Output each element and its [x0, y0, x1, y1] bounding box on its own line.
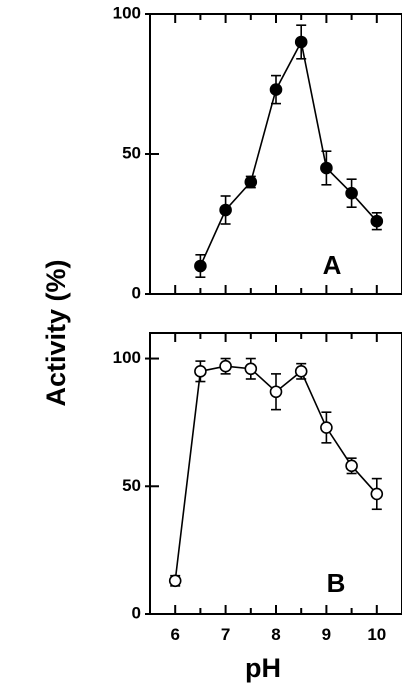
data-point [370, 214, 384, 228]
data-point [194, 259, 207, 273]
y-tick-label: 100 [113, 348, 141, 367]
y-axis-title: Activity (%) [41, 259, 71, 406]
data-point [168, 574, 182, 588]
data-point [320, 161, 333, 175]
data-point [269, 385, 283, 399]
data-point [269, 83, 283, 96]
panel-label: A [323, 250, 342, 280]
y-tick-label: 50 [122, 476, 141, 495]
series-line [199, 39, 378, 267]
panel-a: 0 50 100 A [113, 3, 402, 302]
x-tick-label: 6 [170, 625, 179, 644]
y-tick-label: 100 [113, 3, 141, 22]
panel-b: 0 50 100 6 7 8 9 10 B [113, 332, 402, 644]
data-point [345, 459, 358, 473]
data-point [219, 203, 232, 217]
y-tick-label: 50 [122, 143, 141, 162]
x-tick-label: 10 [367, 625, 386, 644]
x-tick-label: 9 [322, 625, 331, 644]
data-point [244, 362, 258, 376]
data-point [294, 365, 308, 378]
plot-frame [149, 13, 402, 295]
data-point [194, 365, 207, 378]
x-axis-title: pH [245, 653, 281, 683]
y-tick-label: 0 [132, 283, 141, 302]
data-point [370, 487, 384, 501]
x-tick-label: 7 [221, 625, 230, 644]
data-point [219, 359, 232, 373]
data-point [345, 186, 358, 200]
panel-label: B [327, 568, 346, 598]
data-point [294, 35, 308, 49]
data-point [244, 175, 258, 189]
y-tick-label: 0 [132, 603, 141, 622]
x-tick-label: 8 [271, 625, 280, 644]
data-point [320, 421, 333, 434]
